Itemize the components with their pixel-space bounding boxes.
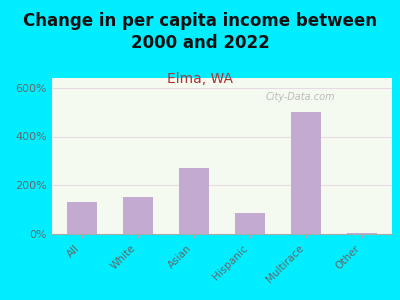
Bar	[236, 213, 264, 234]
Text: Elma, WA: Elma, WA	[167, 72, 233, 86]
Text: Change in per capita income between
2000 and 2022: Change in per capita income between 2000…	[23, 12, 377, 52]
Bar	[180, 168, 208, 234]
Text: City-Data.com: City-Data.com	[265, 92, 335, 102]
Bar	[68, 202, 96, 234]
Bar	[348, 233, 376, 234]
Bar	[124, 197, 152, 234]
Bar	[292, 112, 320, 234]
